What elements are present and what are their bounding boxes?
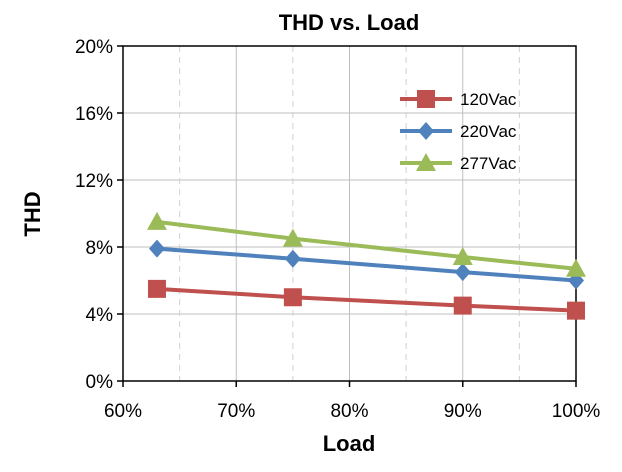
y-tick-label: 12% <box>75 171 113 192</box>
legend-marker-277vac <box>416 153 436 171</box>
legend-marker-220vac <box>418 122 434 140</box>
legend: 120Vac 220Vac 277Vac <box>400 90 517 173</box>
x-tick-label: 100% <box>552 401 601 422</box>
x-tick-label: 70% <box>217 401 255 422</box>
legend-label-277vac: 277Vac <box>460 154 517 173</box>
grid <box>123 46 576 381</box>
x-tick-label: 60% <box>104 401 142 422</box>
y-tick-label: 16% <box>75 104 113 125</box>
data-point-120vac <box>453 296 472 315</box>
series <box>146 211 586 320</box>
y-axis-title: THD <box>20 191 45 236</box>
x-axis-ticks: 60% 70% 80% 90% 100% <box>104 381 600 422</box>
series-line-220vac <box>156 246 577 283</box>
data-point-220vac <box>284 249 301 268</box>
data-point-220vac <box>148 239 165 258</box>
y-tick-label: 20% <box>75 37 113 58</box>
data-point-120vac <box>283 288 302 307</box>
y-tick-label: 0% <box>86 372 114 393</box>
data-point-120vac <box>147 279 166 298</box>
y-axis-ticks: 0% 4% 8% 12% 16% 20% <box>75 37 123 393</box>
data-point-277vac <box>146 211 167 230</box>
series-line-277vac <box>156 219 577 271</box>
y-tick-label: 8% <box>86 238 114 259</box>
legend-marker-120vac <box>417 90 435 108</box>
x-tick-label: 90% <box>444 401 482 422</box>
x-axis-title: Load <box>323 431 376 456</box>
data-point-277vac <box>566 258 586 277</box>
legend-label-120vac: 120Vac <box>460 90 517 109</box>
data-point-120vac <box>567 301 585 320</box>
chart-title: THD vs. Load <box>279 10 420 35</box>
data-point-277vac <box>452 247 473 266</box>
data-point-277vac <box>282 228 303 247</box>
y-tick-label: 4% <box>86 305 114 326</box>
data-point-220vac <box>454 263 471 282</box>
series-line-120vac <box>156 286 577 313</box>
legend-label-220vac: 220Vac <box>460 122 517 141</box>
x-tick-label: 80% <box>330 401 368 422</box>
